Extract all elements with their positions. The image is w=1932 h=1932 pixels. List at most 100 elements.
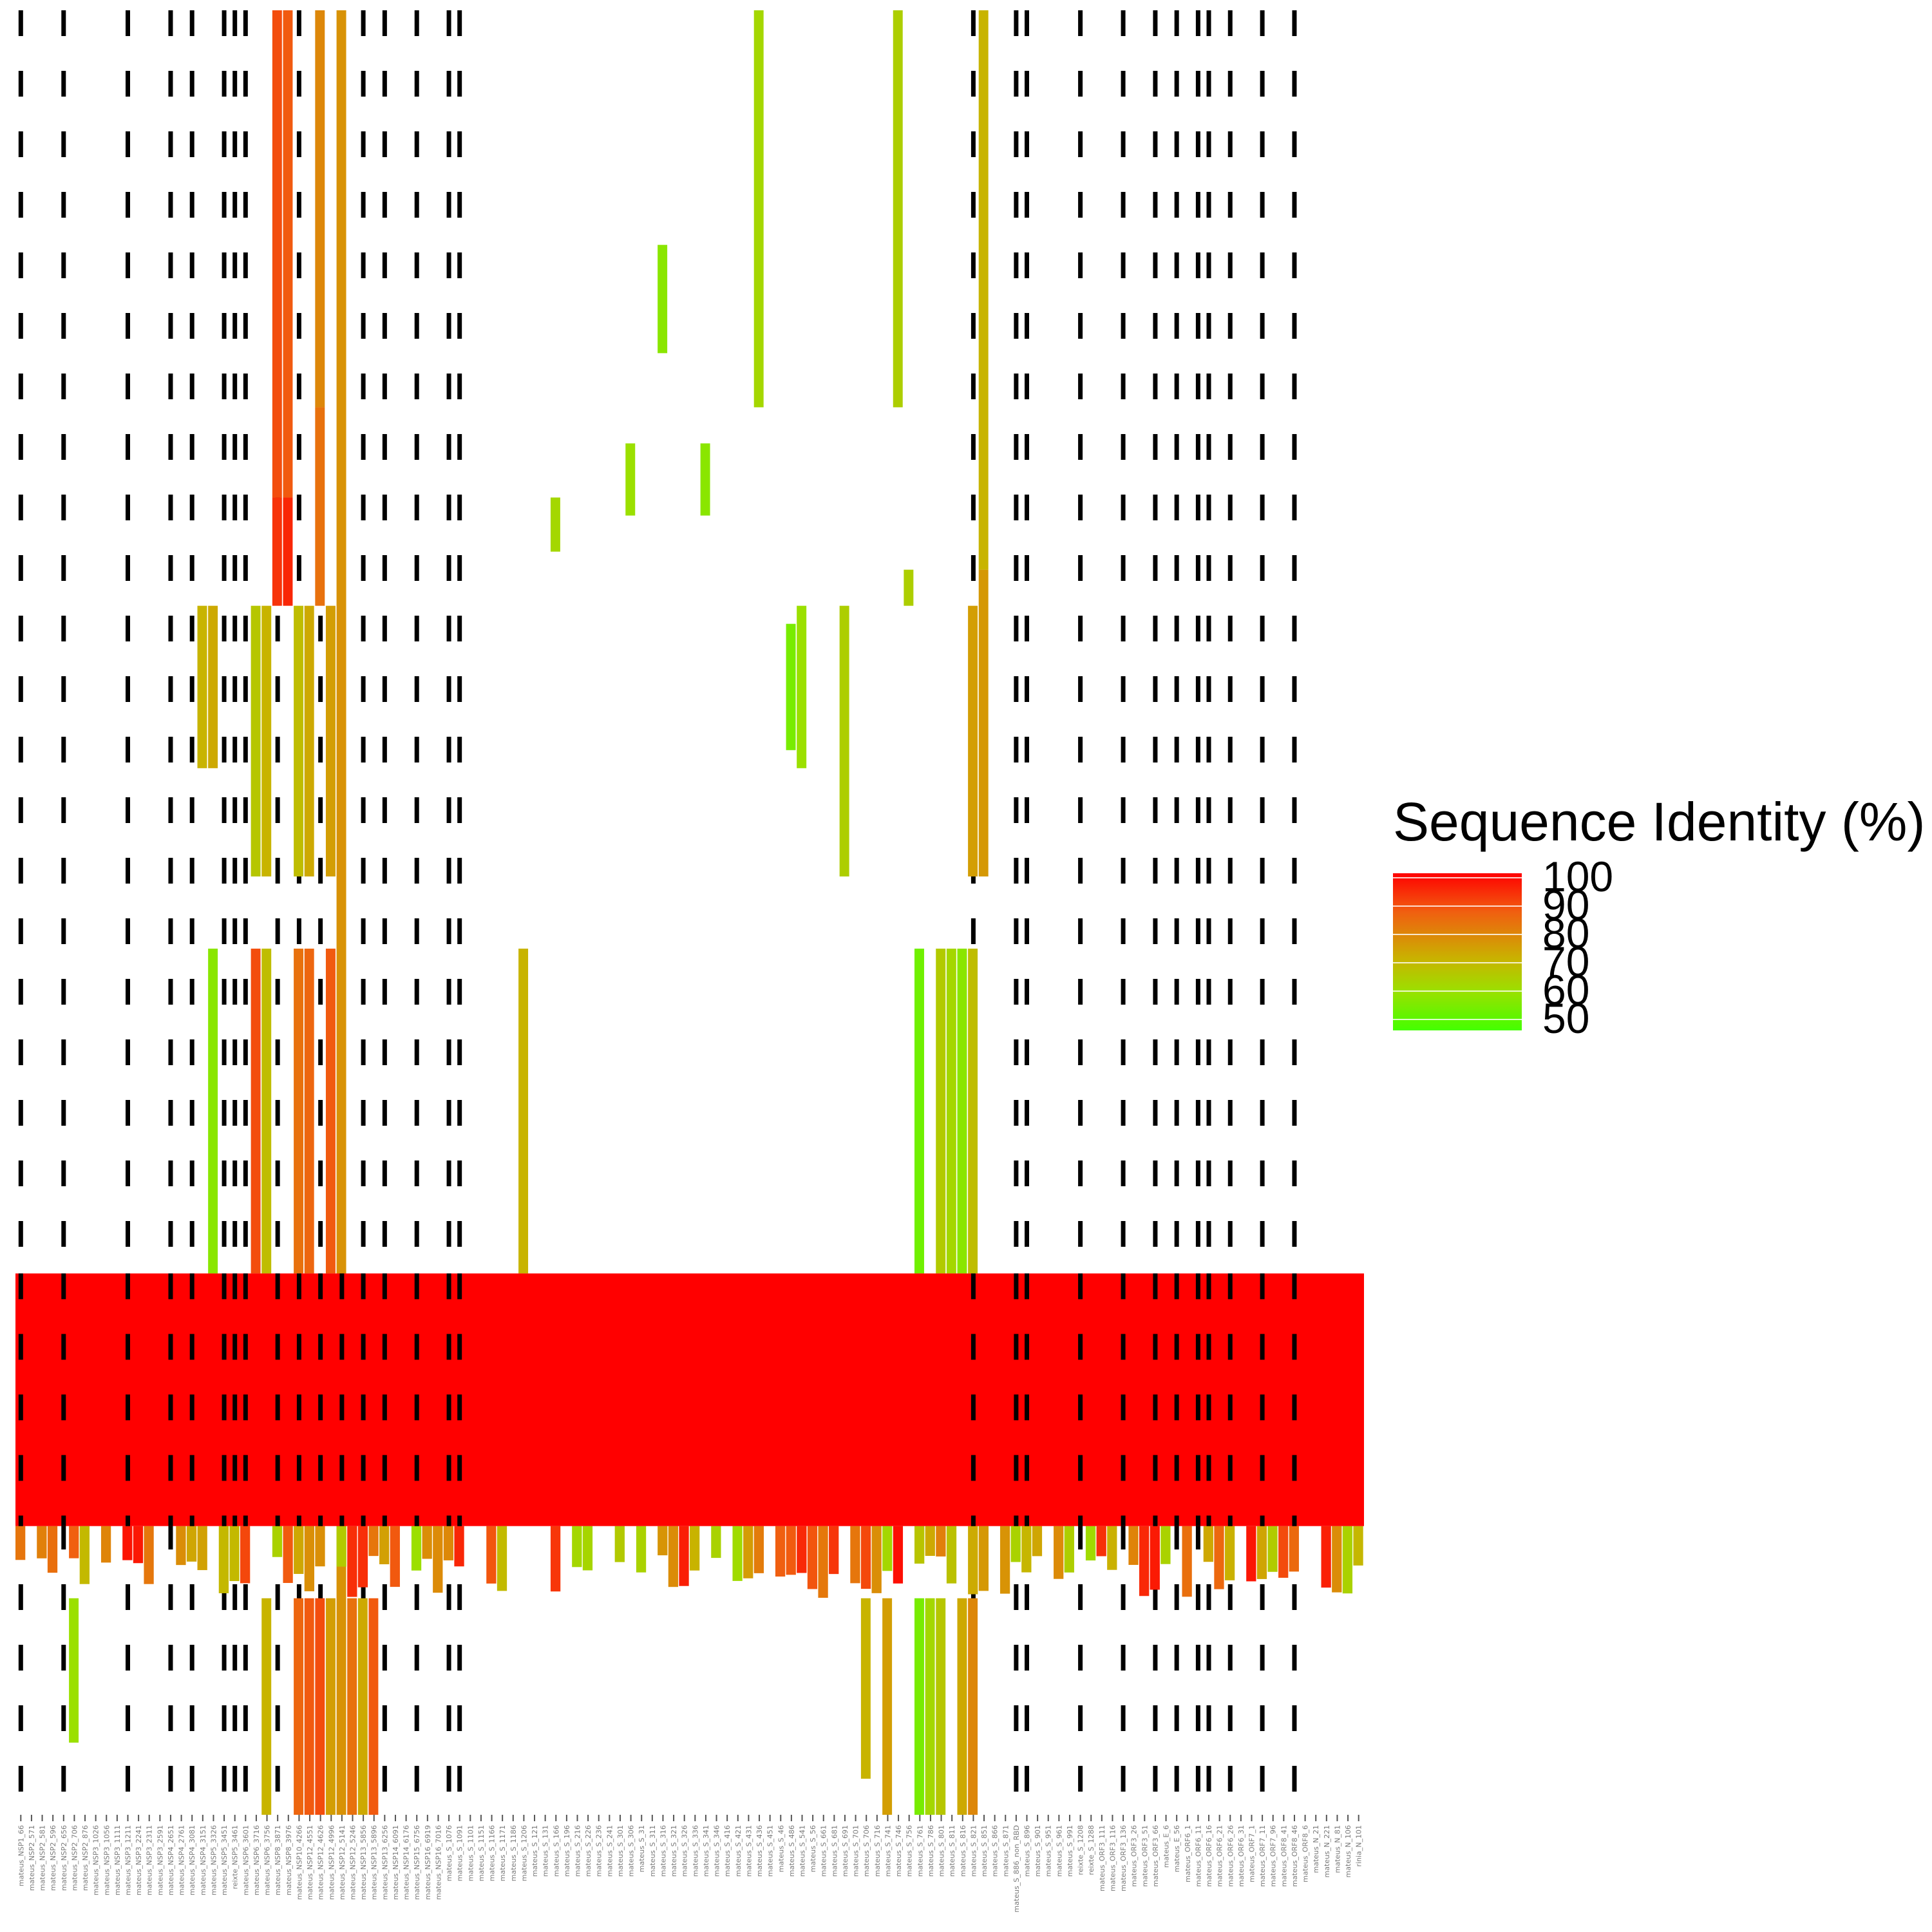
heatmap-cell-18 xyxy=(936,949,946,1274)
legend-title: Sequence Identity (%) xyxy=(1393,791,1926,852)
lower-band-cell-76 xyxy=(829,1526,839,1575)
lower-band-cell-20 xyxy=(229,1526,240,1582)
x-tick-label-24: mateus_NSP8_3871 xyxy=(274,1825,282,1895)
lower-band-cell-12 xyxy=(144,1526,154,1584)
x-tick-label-28: mateus_NSP12_4626 xyxy=(317,1825,325,1900)
lower-band-cell-21 xyxy=(240,1526,251,1584)
lower-band-cell-100 xyxy=(1085,1526,1096,1561)
lower-band-cell-82 xyxy=(893,1526,904,1584)
x-tick-label-27: mateus_NSP12_4551 xyxy=(306,1825,314,1900)
lower-band-cell-60 xyxy=(658,1526,668,1556)
lower-band-cell-10 xyxy=(122,1526,133,1560)
x-tick-label-47: mateus_S_1206 xyxy=(520,1825,528,1881)
x-tick-label-7: mateus_NSP3_1026 xyxy=(92,1825,100,1895)
heatmap-cell-35 xyxy=(315,1598,325,1815)
lower-band-cell-11 xyxy=(133,1526,144,1564)
lower-band-cell-65 xyxy=(711,1526,721,1558)
heatmap-cell-2 xyxy=(283,10,293,498)
heatmap-cell-21 xyxy=(968,949,978,1274)
x-tick-label-105: mateus_ORF3_51 xyxy=(1141,1825,1149,1887)
x-tick-label-64: mateus_S_341 xyxy=(702,1825,710,1877)
x-tick-label-16: mateus_NSP4_3081 xyxy=(188,1825,196,1895)
x-tick-label-68: mateus_S_431 xyxy=(744,1825,753,1877)
x-tick-label-102: mateus_ORF3_116 xyxy=(1108,1825,1117,1891)
x-tick-label-118: mateus_ORF8_41 xyxy=(1280,1825,1288,1887)
x-tick-label-107: mateus_E_6 xyxy=(1162,1825,1171,1868)
heatmap-cell-29 xyxy=(968,605,978,876)
heatmap-cell-17 xyxy=(914,949,924,1274)
x-tick-label-117: mateus_ORF7_96 xyxy=(1269,1825,1278,1887)
x-tick-label-120: mateus_ORF8_6 xyxy=(1302,1825,1310,1882)
x-tick-label-119: mateus_ORF8_46 xyxy=(1291,1825,1299,1887)
lower-band-cell-72 xyxy=(786,1526,796,1575)
x-tick-label-73: mateus_S_541 xyxy=(799,1825,807,1877)
heatmap-cell-16 xyxy=(518,949,529,1274)
heatmap-cell-11 xyxy=(251,949,261,1274)
x-tick-label-72: mateus_S_486 xyxy=(788,1825,796,1877)
lower-band-cell-28 xyxy=(315,1526,325,1567)
band-rect xyxy=(15,1273,1364,1526)
heatmap-cell-30 xyxy=(797,605,807,768)
x-tick-label-42: mateus_S_1101 xyxy=(466,1825,475,1881)
x-tick-label-37: mateus_NSP15_6756 xyxy=(413,1825,421,1900)
heatmap-cell-49 xyxy=(753,10,764,408)
x-tick-label-100: reixte_S_1288 xyxy=(1087,1825,1095,1875)
x-tick-label-115: mateus_ORF7_1 xyxy=(1248,1825,1256,1882)
x-tick-label-96: mateus_S_951 xyxy=(1045,1825,1053,1877)
x-tick-label-112: mateus_ORF6_21 xyxy=(1216,1825,1224,1887)
x-tick-label-61: mateus_S_321 xyxy=(670,1825,678,1877)
legend-label-3: 70 xyxy=(1542,937,1590,985)
lower-band-cell-98 xyxy=(1064,1526,1074,1573)
lower-band-cell-32 xyxy=(357,1526,368,1587)
x-tick-label-3: mateus_NSP2_596 xyxy=(49,1825,57,1891)
lower-band-cell-8 xyxy=(100,1526,111,1563)
x-tick-label-0: mateus_NSP1_66 xyxy=(17,1825,25,1886)
heatmap-cell-26 xyxy=(325,605,336,876)
heatmap-cell-4 xyxy=(315,10,325,408)
lower-band-cell-73 xyxy=(797,1526,807,1573)
lower-band-cell-63 xyxy=(690,1526,700,1571)
lower-band-cell-2 xyxy=(37,1526,47,1558)
lower-band-cell-75 xyxy=(818,1526,828,1598)
heatmap-cell-25 xyxy=(304,605,314,876)
x-axis: mateus_NSP1_66 mateus_NSP2_571 mateus_NSP2… xyxy=(17,1815,1363,1913)
x-tick-label-59: mateus_S_311 xyxy=(649,1825,657,1877)
x-tick-label-48: mateus_S_121 xyxy=(531,1825,539,1877)
legend-colorbar xyxy=(1393,873,1522,1030)
lower-band-cell-85 xyxy=(925,1526,935,1556)
x-tick-label-32: mateus_NSP13_5856 xyxy=(359,1825,368,1900)
lower-band-cell-122 xyxy=(1321,1526,1331,1588)
x-tick-label-114: mateus_ORF6_31 xyxy=(1237,1825,1245,1887)
x-tick-label-20: reixte_NSP5_3461 xyxy=(231,1825,240,1889)
x-tick-label-82: mateus_S_746 xyxy=(895,1825,903,1877)
heatmap-cell-14 xyxy=(304,949,314,1274)
x-tick-label-94: mateus_S_896 xyxy=(1023,1825,1032,1877)
heatmap-cell-7 xyxy=(893,10,903,408)
legend-label-0: 100 xyxy=(1542,853,1614,900)
heatmap-cell-45 xyxy=(957,1598,967,1815)
heatmap-cell-37 xyxy=(347,1598,357,1815)
x-tick-label-31: mateus_NSP12_5246 xyxy=(349,1825,357,1900)
lower-band-cell-52 xyxy=(572,1526,582,1567)
heatmap-cell-13 xyxy=(294,949,304,1274)
x-tick-label-55: mateus_S_241 xyxy=(605,1825,614,1877)
lower-band-cell-3 xyxy=(47,1526,58,1573)
lower-band-cell-56 xyxy=(614,1526,625,1562)
lower-band-cell-97 xyxy=(1054,1526,1064,1579)
x-tick-label-2: mateus_NSP2_581 xyxy=(39,1825,47,1891)
lower-band-cell-16 xyxy=(186,1526,197,1562)
lower-band-cell-17 xyxy=(197,1526,207,1571)
lower-band-cell-41 xyxy=(454,1526,464,1567)
lower-band-cell-124 xyxy=(1342,1526,1353,1594)
lower-band-cell-6 xyxy=(79,1526,90,1584)
lower-band-cell-80 xyxy=(871,1526,882,1593)
lower-band-cell-33 xyxy=(368,1526,379,1557)
x-tick-label-86: mateus_S_801 xyxy=(938,1825,946,1877)
x-tick-label-54: mateus_S_236 xyxy=(595,1825,603,1877)
lower-band-cell-109 xyxy=(1182,1526,1192,1597)
x-tick-label-121: mateus_N_21 xyxy=(1312,1825,1320,1873)
heatmap-cell-33 xyxy=(294,1598,304,1815)
heatmap-cell-28 xyxy=(208,605,218,768)
x-tick-label-80: mateus_S_716 xyxy=(873,1825,882,1877)
heatmap-cell-48 xyxy=(658,245,668,354)
